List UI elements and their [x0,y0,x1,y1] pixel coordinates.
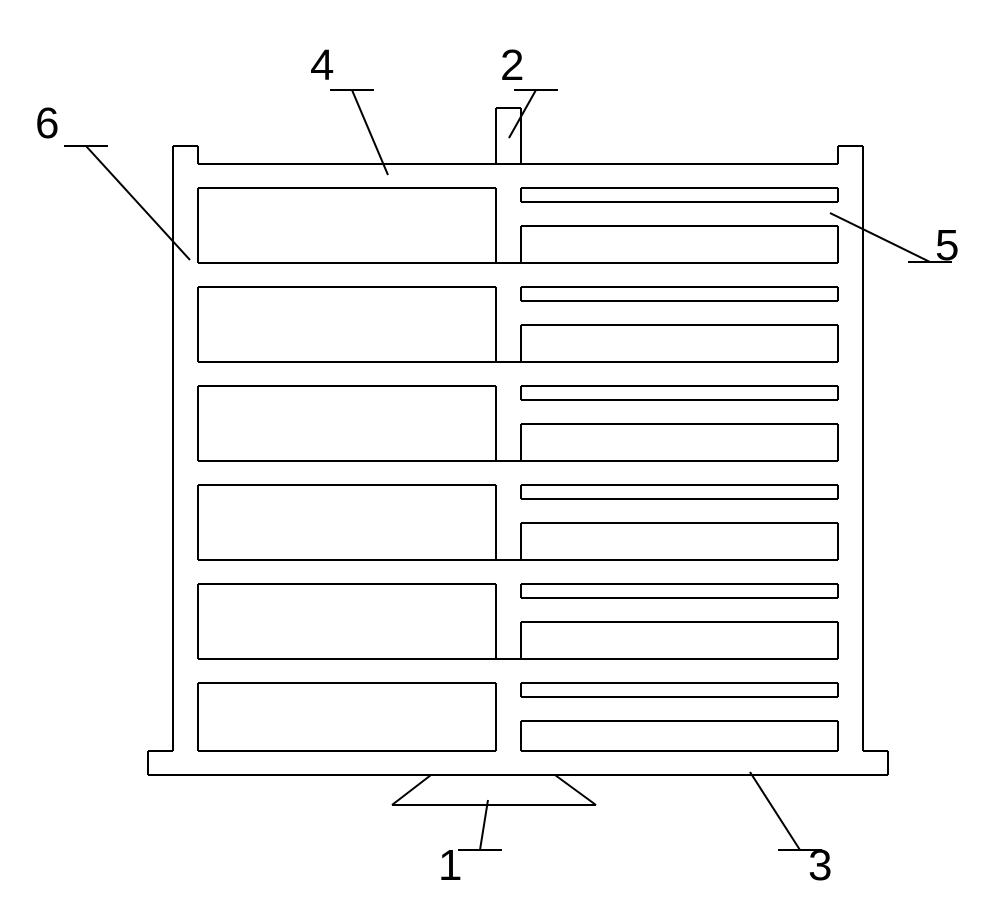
label-l4: 4 [310,41,334,90]
label-l6: 6 [35,99,59,148]
leader-l5 [830,213,930,262]
stand-left [392,775,431,805]
line-drawing-group [148,108,888,805]
leader-l2 [509,90,536,138]
label-l3: 3 [808,841,832,890]
label-l1: 1 [438,841,462,890]
leader-l3 [750,772,800,850]
leader-l6 [86,146,190,260]
stand-right [555,775,596,805]
label-l5: 5 [935,221,959,270]
diagram-canvas: 6 4 2 5 3 1 [0,0,1000,903]
leader-l1 [480,800,488,850]
leader-l4 [352,90,388,175]
label-l2: 2 [500,41,524,90]
